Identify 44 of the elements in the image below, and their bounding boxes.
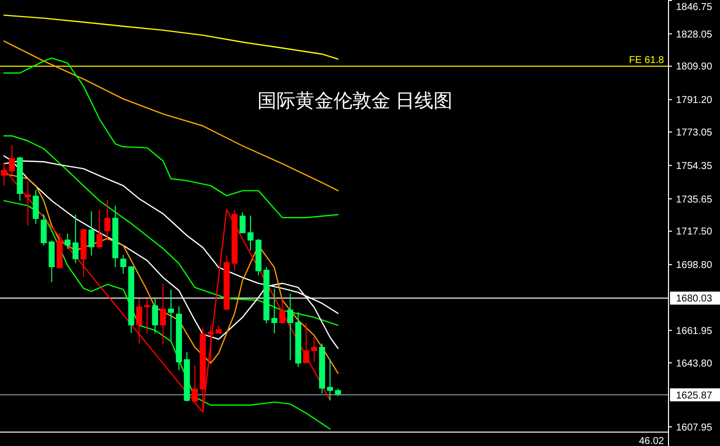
- candlestick: [144, 298, 150, 334]
- candlestick: [64, 233, 71, 250]
- candlestick: [160, 283, 166, 345]
- y-tick-label: 1773.05: [676, 128, 713, 139]
- candlestick: [192, 364, 198, 402]
- y-tick-label: 1754.35: [676, 160, 713, 172]
- line-series: [3, 135, 339, 326]
- candlestick: [311, 336, 318, 362]
- candlestick: [88, 210, 94, 256]
- y-tick-label: 1791.20: [676, 95, 713, 106]
- text: 国际黄金伦敦金 日线图: [257, 91, 453, 112]
- candlestick: [271, 288, 278, 334]
- ref-label: 1625.87: [670, 388, 720, 402]
- candlestick: [303, 322, 310, 364]
- ref-line-label: FE 61.8: [628, 55, 664, 66]
- ref-line-label: 1625.87: [676, 390, 713, 402]
- candlestick: [40, 214, 47, 246]
- annotation: 46.02: [638, 436, 664, 446]
- y-tick-label: 1846.75: [676, 2, 713, 13]
- candlestick: [136, 298, 142, 344]
- line-series: [3, 14, 339, 60]
- y-tick-label: 1643.80: [676, 358, 713, 370]
- y-tick-label: 1717.50: [676, 226, 713, 238]
- candlestick: [168, 289, 174, 341]
- ref-line-label: 1680.03: [676, 294, 713, 305]
- candlestick: [248, 215, 254, 251]
- y-tick-label: 1661.95: [676, 326, 713, 337]
- candlestick: [240, 212, 246, 234]
- y-tick-label: 1809.90: [676, 62, 713, 73]
- y-tick-label: 1735.65: [676, 194, 713, 206]
- line-series: [3, 200, 331, 430]
- candlestick: [104, 199, 110, 241]
- ref-label: 1680.03: [670, 292, 720, 305]
- y-tick-label: 1607.95: [676, 422, 713, 434]
- candlestick: [24, 180, 31, 226]
- candlestick: [72, 214, 79, 264]
- y-tick-label: 1828.05: [676, 29, 713, 40]
- candlestick: [152, 298, 158, 334]
- y-tick-label: 1698.80: [676, 260, 713, 272]
- candlestick: [279, 298, 286, 324]
- candlestick: [96, 209, 102, 250]
- candlestick: [327, 358, 334, 401]
- candlestick: [8, 144, 15, 175]
- candlestick: [32, 189, 39, 224]
